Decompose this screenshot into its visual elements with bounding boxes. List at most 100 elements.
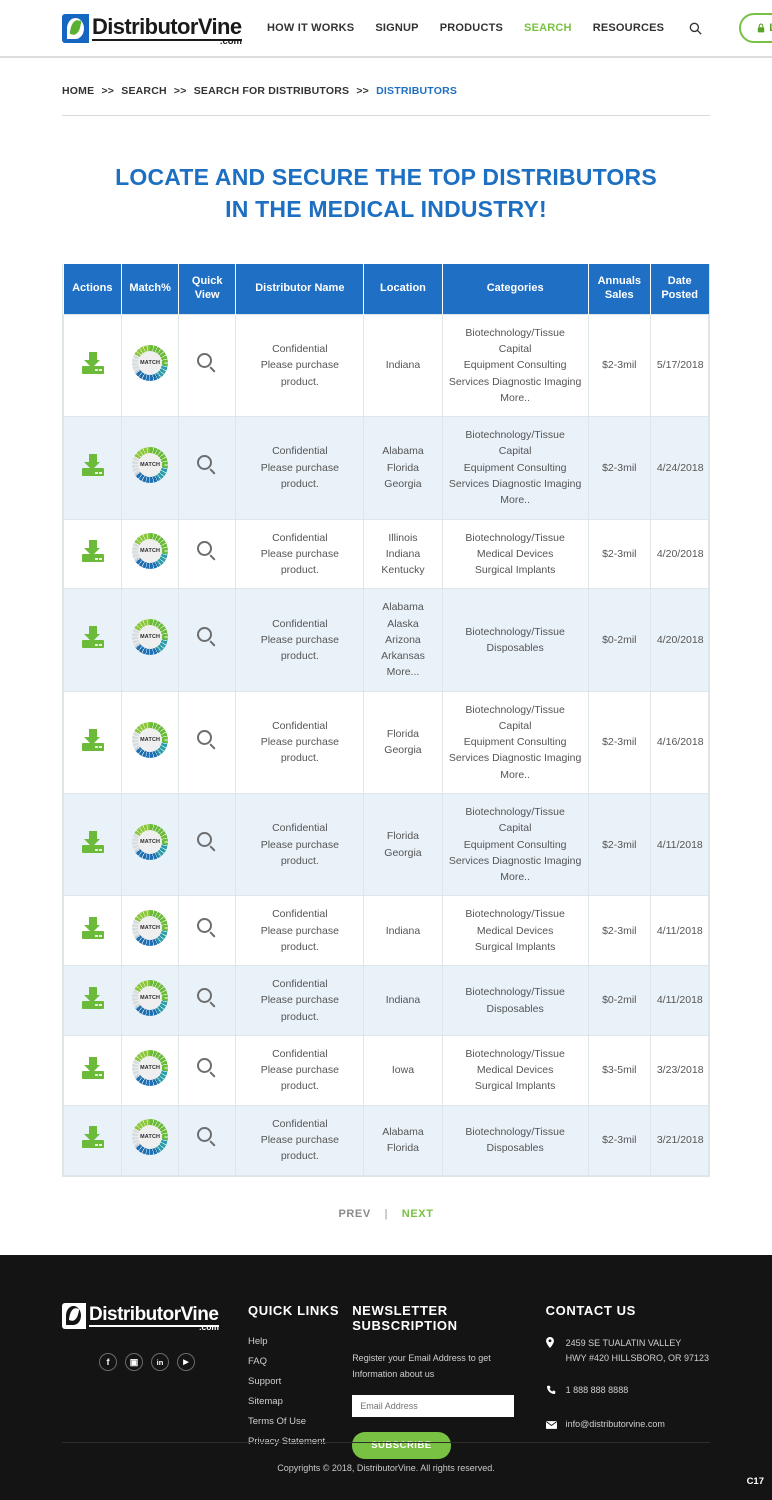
match-badge-label: MATCH	[140, 634, 161, 641]
cell-quick-view	[178, 518, 237, 590]
cell-actions	[62, 792, 123, 897]
distributor-name-line1: Confidential	[272, 445, 328, 458]
location-item: Illinois	[388, 531, 418, 544]
download-icon[interactable]	[81, 831, 104, 854]
page-title-line-1: LOCATE AND SECURE THE TOP DISTRIBUTORS	[115, 164, 657, 190]
linkedin-icon[interactable]: in	[151, 1353, 169, 1371]
match-ring-icon[interactable]: MATCH	[132, 619, 169, 656]
facebook-icon[interactable]: f	[99, 1353, 117, 1371]
column-header-quick-view[interactable]: Quick View	[178, 264, 237, 315]
breadcrumb-separator: >>	[101, 85, 115, 97]
location-item: Alaska	[387, 617, 419, 630]
breadcrumb-item-home[interactable]: HOME	[62, 85, 95, 97]
site-logo[interactable]: DistributorVine .com	[62, 13, 242, 46]
download-icon[interactable]	[81, 986, 104, 1009]
download-icon[interactable]	[81, 626, 104, 649]
magnifier-icon[interactable]	[197, 1057, 217, 1078]
footer-link-faq[interactable]: FAQ	[248, 1356, 268, 1367]
cell-categories: Biotechnology/Tissue Medical Devices Surgi…	[441, 1034, 589, 1106]
cell-distributor-name: Confidential Please purchase product.	[235, 313, 365, 418]
match-ring-icon[interactable]: MATCH	[132, 910, 169, 947]
download-icon[interactable]	[81, 540, 104, 563]
column-header-annuals-sales[interactable]: Annuals Sales	[588, 264, 651, 315]
location-item: More...	[386, 666, 420, 679]
column-header-categories[interactable]: Categories	[442, 264, 589, 315]
distributor-name-line1: Confidential	[272, 1047, 328, 1060]
contact-phone[interactable]: 1 888 888 8888	[565, 1384, 629, 1395]
match-ring-icon[interactable]: MATCH	[132, 1049, 169, 1086]
nav-item-products[interactable]: PRODUCTS	[439, 22, 504, 34]
magnifier-icon[interactable]	[197, 729, 217, 750]
column-header-distributor-name[interactable]: Distributor Name	[235, 264, 365, 315]
distributor-name-line1: Confidential	[272, 1117, 328, 1130]
location-item: Alabama	[382, 601, 424, 614]
nav-item-resources[interactable]: RESOURCES	[592, 22, 665, 34]
column-header-actions[interactable]: Actions	[63, 264, 123, 315]
cell-quick-view	[178, 690, 237, 794]
search-icon[interactable]	[689, 22, 702, 35]
breadcrumb-item-search-for-distributors[interactable]: SEARCH FOR DISTRIBUTORS	[193, 85, 350, 97]
match-ring-icon[interactable]: MATCH	[132, 533, 169, 570]
match-ring-icon[interactable]: MATCH	[132, 721, 169, 758]
table-header-row: Actions Match% Quick View Distributor Na…	[63, 264, 709, 315]
magnifier-icon[interactable]	[197, 918, 217, 938]
magnifier-icon[interactable]	[197, 455, 217, 475]
download-icon[interactable]	[81, 454, 104, 477]
match-ring-icon[interactable]: MATCH	[132, 344, 169, 381]
cell-categories: Biotechnology/Tissue Capital Equipment Co…	[441, 690, 589, 794]
magnifier-icon[interactable]	[197, 541, 217, 561]
login-button[interactable]: LOGIN	[739, 13, 772, 43]
cell-distributor-name: Confidential Please purchase product.	[235, 416, 365, 520]
table-row: MATCH Confidential Please purchase product…	[62, 416, 710, 520]
download-icon[interactable]	[81, 1126, 104, 1149]
match-ring-icon[interactable]: MATCH	[132, 1119, 169, 1156]
column-header-match-percent[interactable]: Match%	[121, 264, 180, 315]
next-page-button[interactable]: NEXT	[401, 1207, 434, 1220]
footer-link-terms-of-use[interactable]: Terms Of Use	[248, 1416, 307, 1427]
distributor-name-line2: Please purchase product.	[260, 994, 339, 1023]
table-row: MATCH Confidential Please purchase product…	[62, 1034, 710, 1106]
nav-item-search[interactable]: SEARCH	[524, 22, 572, 34]
download-icon[interactable]	[81, 917, 104, 940]
cell-location: Indiana	[363, 313, 443, 418]
match-ring-icon[interactable]: MATCH	[132, 824, 169, 861]
download-icon[interactable]	[81, 728, 104, 751]
footer-link-sitemap[interactable]: Sitemap	[248, 1396, 283, 1407]
email-input[interactable]	[352, 1394, 515, 1417]
download-icon[interactable]	[81, 1056, 104, 1079]
category-item: Biotechnology/Tissue	[465, 531, 565, 544]
match-badge-label: MATCH	[140, 736, 161, 743]
column-header-location[interactable]: Location	[363, 264, 443, 315]
match-ring-icon[interactable]: MATCH	[132, 447, 169, 484]
breadcrumb-item-search[interactable]: SEARCH	[121, 85, 167, 97]
breadcrumb-item-distributors[interactable]: DISTRIBUTORS	[376, 85, 458, 97]
subscribe-button[interactable]: SUBSCRIBE	[352, 1431, 451, 1459]
footer-link-support[interactable]: Support	[248, 1376, 282, 1387]
cell-quick-view	[178, 313, 237, 418]
magnifier-icon[interactable]	[197, 1127, 217, 1148]
column-header-date-posted[interactable]: Date Posted	[650, 264, 709, 315]
match-ring-icon[interactable]: MATCH	[132, 979, 169, 1016]
magnifier-icon[interactable]	[197, 352, 217, 373]
footer-logo[interactable]: DistributorVine .com	[62, 1303, 248, 1331]
nav-item-signup[interactable]: SIGNUP	[375, 22, 419, 34]
magnifier-icon[interactable]	[197, 987, 217, 1008]
magnifier-icon[interactable]	[197, 627, 217, 648]
distributor-name-line2: Please purchase product.	[260, 1133, 339, 1163]
download-icon[interactable]	[81, 351, 104, 374]
contact-email[interactable]: info@distributorvine.com	[565, 1418, 665, 1429]
prev-page-button[interactable]: PREV	[338, 1207, 371, 1220]
contact-phone-row: 1 888 888 8888	[546, 1383, 727, 1401]
distributor-name-line1: Confidential	[272, 531, 328, 544]
magnifier-icon[interactable]	[197, 832, 217, 852]
nav-item-how-it-works[interactable]: HOW IT WORKS	[267, 22, 355, 34]
distributor-name-line2: Please purchase product.	[260, 924, 339, 953]
instagram-icon[interactable]: ▣	[125, 1353, 143, 1371]
location-item: Iowa	[391, 1064, 415, 1077]
footer-link-privacy-statement[interactable]: Privacy Statement	[248, 1436, 352, 1447]
cell-quick-view	[178, 895, 237, 967]
youtube-icon[interactable]: ▶	[177, 1353, 195, 1371]
distributors-table-wrapper: Actions Match% Quick View Distributor Na…	[62, 264, 710, 1177]
match-badge-label: MATCH	[140, 924, 161, 931]
footer-link-help[interactable]: Help	[248, 1336, 268, 1347]
